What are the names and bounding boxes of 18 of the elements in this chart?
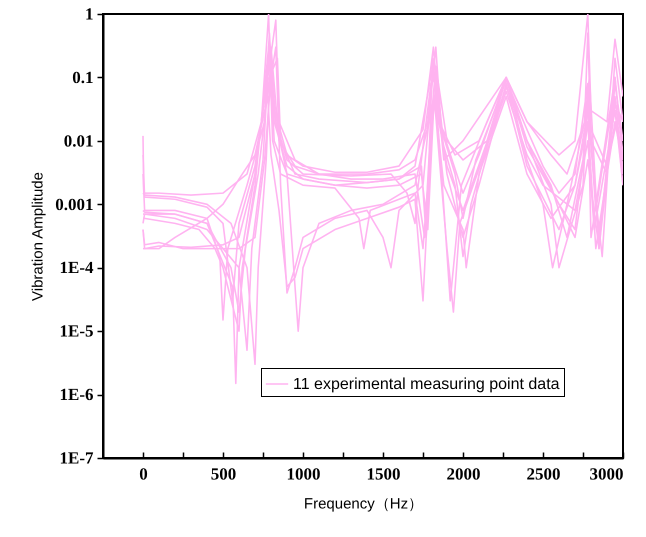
x-tick-label: 500 [210, 464, 236, 484]
y-tick-label: 0.001 [55, 194, 94, 214]
y-tick-label: 1 [85, 4, 94, 24]
y-tick-label: 0.1 [72, 68, 94, 87]
x-tick-label: 1500 [366, 464, 400, 484]
y-axis-title: Vibration Amplitude [29, 172, 46, 301]
legend-label: 11 experimental measuring point data [293, 376, 560, 393]
x-tick-label: 1000 [286, 464, 320, 484]
y-tick-label: 1E-7 [60, 448, 94, 468]
x-tick-label: 2000 [446, 464, 480, 484]
x-tick-label: 3000 [590, 464, 624, 484]
x-tick-label: 2500 [526, 464, 560, 484]
y-tick-label: 0.01 [64, 131, 94, 150]
x-tick-label: 0 [139, 464, 148, 484]
y-tick-label: 1E-6 [60, 385, 94, 404]
y-tick-label: 1E-4 [60, 258, 94, 278]
y-tick-label: 1E-5 [60, 322, 94, 341]
x-axis-title: Frequency（Hz） [304, 496, 424, 512]
